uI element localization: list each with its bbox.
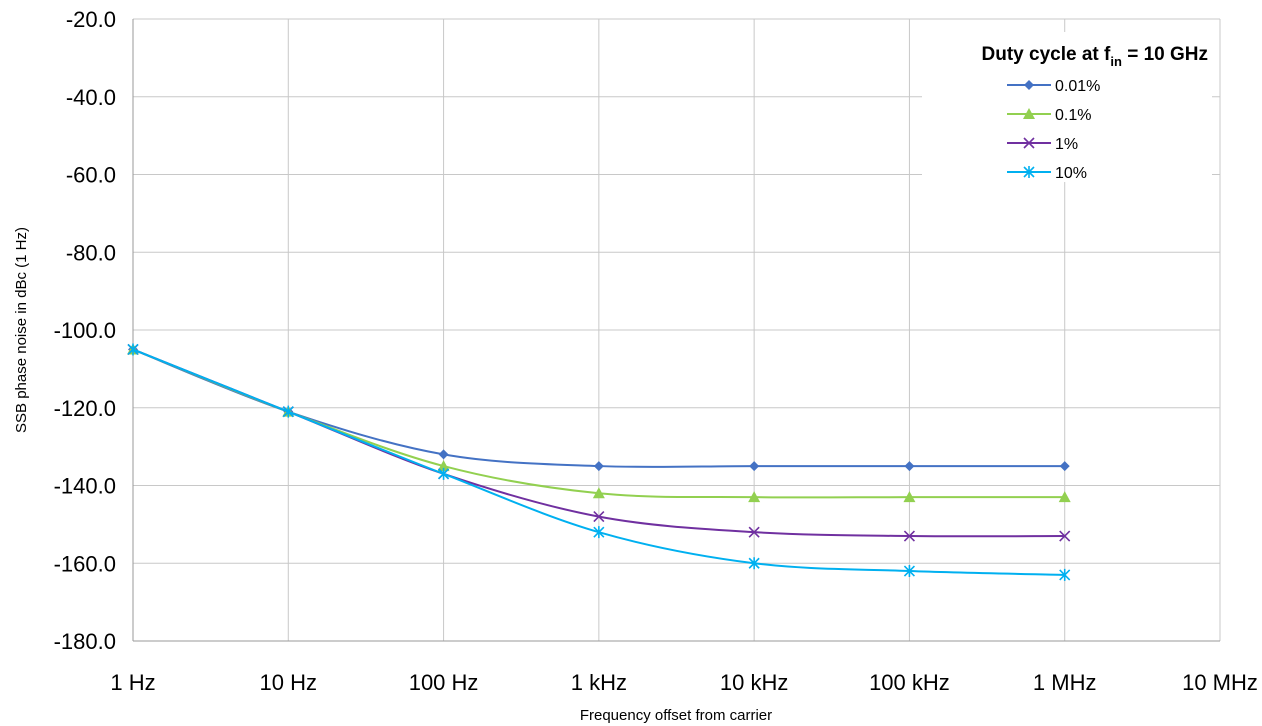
legend-background <box>922 32 1212 182</box>
data-point <box>904 461 915 472</box>
legend-item: 10% <box>1007 165 1087 182</box>
x-tick-label: 10 MHz <box>1182 670 1258 695</box>
x-axis-label: Frequency offset from carrier <box>580 707 772 724</box>
series-layer <box>127 343 1071 581</box>
data-point <box>1059 461 1070 472</box>
legend-title-text: Duty cycle at f <box>982 44 1111 65</box>
data-point <box>593 461 604 472</box>
x-tick-label: 1 kHz <box>571 670 627 695</box>
data-point <box>1058 491 1071 503</box>
x-tick-label: 10 Hz <box>260 670 317 695</box>
legend-item: 1% <box>1007 136 1078 153</box>
legend-item: 0.1% <box>1007 107 1091 124</box>
data-point <box>593 511 605 523</box>
x-tick-label: 1 MHz <box>1033 670 1097 695</box>
data-point <box>1059 530 1071 542</box>
data-point <box>438 449 449 460</box>
x-tick-label: 100 kHz <box>869 670 950 695</box>
data-point <box>748 557 760 570</box>
data-point <box>749 461 760 472</box>
data-point <box>438 467 450 480</box>
y-tick-label: -20.0 <box>66 7 116 32</box>
legend-label: 0.01% <box>1055 78 1100 95</box>
legend-marker <box>1023 108 1035 119</box>
y-tick-label: -60.0 <box>66 163 116 188</box>
legend-marker <box>1023 166 1035 178</box>
x-tick-label: 1 Hz <box>110 670 155 695</box>
y-axis-label: SSB phase noise in dBc (1 Hz) <box>13 227 30 433</box>
legend: Duty cycle at fin = 10 GHz 0.01% 0.1% 1% 10… <box>922 32 1212 182</box>
data-point <box>593 526 605 539</box>
y-tick-label: -140.0 <box>54 474 116 499</box>
y-tick-label: -40.0 <box>66 85 116 110</box>
data-point <box>127 343 139 356</box>
y-axis-ticks: -20.0 -40.0 -60.0 -80.0 -100.0 -120.0 -140.0 -1… <box>54 7 116 654</box>
y-tick-label: -80.0 <box>66 240 116 265</box>
x-tick-label: 100 Hz <box>409 670 479 695</box>
legend-marker <box>1023 137 1035 149</box>
data-point <box>437 460 450 472</box>
legend-label: 10% <box>1055 165 1087 182</box>
legend-items: 0.01% 0.1% 1% 10% <box>1007 78 1100 182</box>
data-point <box>903 565 915 578</box>
y-tick-label: -180.0 <box>54 629 116 654</box>
legend-label: 0.1% <box>1055 107 1091 124</box>
x-axis-ticks: 1 Hz 10 Hz 100 Hz 1 kHz 10 kHz 100 kHz 1 MHz 10… <box>110 670 1258 695</box>
legend-item: 0.01% <box>1007 78 1100 95</box>
legend-title-subscript: in <box>1110 54 1122 69</box>
series-3 <box>127 343 1071 581</box>
legend-title: Duty cycle at fin = 10 GHz <box>982 44 1208 69</box>
y-tick-label: -160.0 <box>54 551 116 576</box>
data-point <box>748 526 760 538</box>
data-point <box>903 491 916 503</box>
data-point <box>1059 568 1071 581</box>
x-tick-label: 10 kHz <box>720 670 788 695</box>
y-tick-label: -120.0 <box>54 396 116 421</box>
data-point <box>592 487 605 499</box>
data-point <box>282 405 294 418</box>
data-point <box>748 491 761 503</box>
legend-marker <box>1024 80 1034 90</box>
legend-label: 1% <box>1055 136 1078 153</box>
data-point <box>903 530 915 542</box>
y-tick-label: -100.0 <box>54 318 116 343</box>
legend-title-suffix: = 10 GHz <box>1122 44 1208 65</box>
grid <box>132 18 1221 642</box>
